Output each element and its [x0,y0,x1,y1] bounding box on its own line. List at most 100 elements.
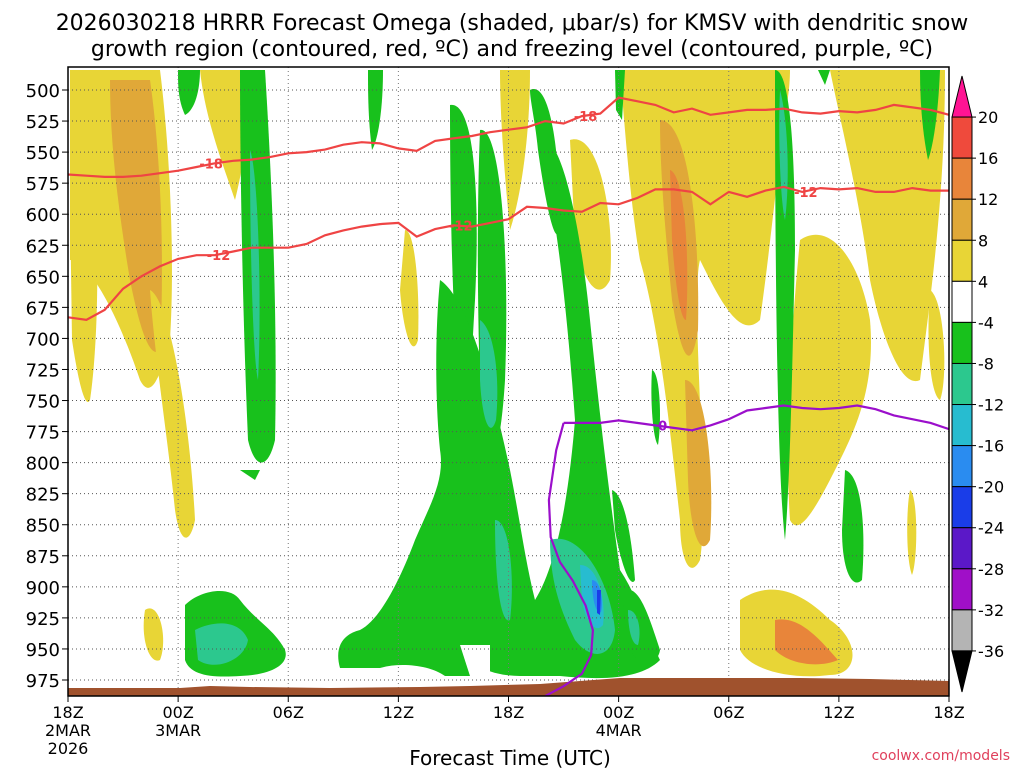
contour-label-0: -18 [199,157,223,172]
y-tick-label-650: 650 [26,267,60,288]
colorbar-swatch-10 [951,486,973,529]
colorbar-label-8: -16 [978,437,1004,456]
y-tick-label-850: 850 [26,516,60,537]
x-tick-label-6: 06Z [713,703,744,722]
colorbar-swatch-13 [951,609,973,652]
colorbar-label-5: -4 [978,313,994,332]
shade-orange-5 [775,619,838,665]
shade-yellow-15 [907,490,917,575]
contour-line-0 [68,96,949,178]
y-tick-label-750: 750 [26,392,60,413]
y-tick-label-950: 950 [26,640,60,661]
grid-lines [68,67,949,696]
shade-yellow-13 [928,290,945,400]
colorbar-swatch-9 [951,445,973,488]
contour-label-1: -18 [574,110,598,125]
x-tick-date-5: 4MAR [596,721,642,740]
shade-navy-1 [597,590,601,615]
x-tick-label-1: 00Z [162,703,193,722]
shade-yellow-2 [70,200,98,402]
isotherm-contours: -18 -18 -12 -12 -12 0 [68,96,949,696]
shade-yellow-4 [143,608,164,661]
shade-orange-4 [685,380,712,547]
contour-label-4: -12 [794,186,818,201]
colorbar-label-9: -20 [978,478,1004,497]
shade-green-17 [240,470,260,480]
colorbar-label-7: -12 [978,396,1004,415]
colorbar-legend: 20 16 12 8 4 -4 -8 -12 -16 -20 -24 -28 -32 -36 [951,75,1004,693]
y-tick-label-600: 600 [26,205,60,226]
colorbar-swatch-2 [951,157,973,200]
y-tick-label-675: 675 [26,298,60,319]
credit-text: coolwx.com/models [872,748,1010,764]
contour-label-3: -12 [449,219,473,234]
terrain-ground [68,678,949,696]
shade-green-10 [615,70,625,120]
shade-green-8 [530,89,560,235]
x-tick-label-3: 12Z [383,703,414,722]
shade-teal-6 [628,610,640,645]
colorbar-label-0: 20 [978,108,998,127]
contour-line-1 [68,185,949,321]
y-tick-label-725: 725 [26,360,60,381]
colorbar-cap-top [951,75,973,118]
colorbar-swatch-4 [951,239,973,282]
shade-green-1 [178,70,200,115]
colorbar-label-1: 16 [978,149,998,168]
y-tick-label-825: 825 [26,485,60,506]
x-tick-label-0: 18Z [52,703,83,722]
y-tick-label-875: 875 [26,547,60,568]
y-tick-label-925: 925 [26,609,60,630]
shade-green-14 [818,70,830,85]
x-tick-label-4: 18Z [493,703,524,722]
y-tick-label-550: 550 [26,143,60,164]
colorbar-swatch-3 [951,198,973,241]
x-tick-date-0: 2MAR [45,721,91,740]
shade-green-16 [920,70,940,160]
colorbar-swatch-5 [951,280,973,323]
shade-orange-3 [670,170,688,320]
shade-green-15 [842,470,864,583]
colorbar-label-10: -24 [978,519,1004,538]
chart-title-line2: growth region (contoured, red, ºC) and f… [91,37,933,62]
colorbar-cap-bottom [951,650,973,693]
y-axis: 500 525 550 575 600 625 650 675 700 725 750 775 800 8… [26,81,68,692]
x-tick-label-2: 06Z [273,703,304,722]
x-tick-label-8: 18Z [933,703,964,722]
x-tick-label-5: 00Z [603,703,634,722]
colorbar-label-12: -32 [978,601,1004,620]
y-tick-label-500: 500 [26,81,60,102]
contour-freezing-lower [544,422,595,696]
colorbar-swatch-8 [951,404,973,447]
shade-green-9 [612,490,635,582]
colorbar-swatch-1 [951,116,973,159]
colorbar-label-2: 12 [978,190,998,209]
shade-yellow-12 [830,70,945,382]
shade-teal-1 [250,150,260,380]
colorbar-swatch-7 [951,362,973,406]
colorbar-label-13: -36 [978,642,1004,661]
x-tick-date-1: 3MAR [155,721,201,740]
colorbar-swatch-11 [951,527,973,570]
colorbar-label-11: -28 [978,560,1004,579]
shade-yellow-3 [150,290,195,538]
x-tick-year-0: 2026 [48,739,89,758]
y-tick-label-800: 800 [26,454,60,475]
x-axis-label: Forecast Time (UTC) [409,746,611,768]
contour-label-2: -12 [207,249,231,264]
shade-green-3 [368,70,383,150]
y-tick-label-525: 525 [26,112,60,133]
shade-yellow-5 [200,70,247,200]
y-tick-label-900: 900 [26,578,60,599]
x-tick-label-7: 12Z [823,703,854,722]
shade-teal-4 [495,520,512,621]
y-tick-label-575: 575 [26,174,60,195]
shade-green-7 [338,139,660,679]
shade-yellow-6 [400,230,419,347]
colorbar-swatch-6 [951,321,973,364]
y-tick-label-625: 625 [26,236,60,257]
contour-line-2 [563,404,949,432]
